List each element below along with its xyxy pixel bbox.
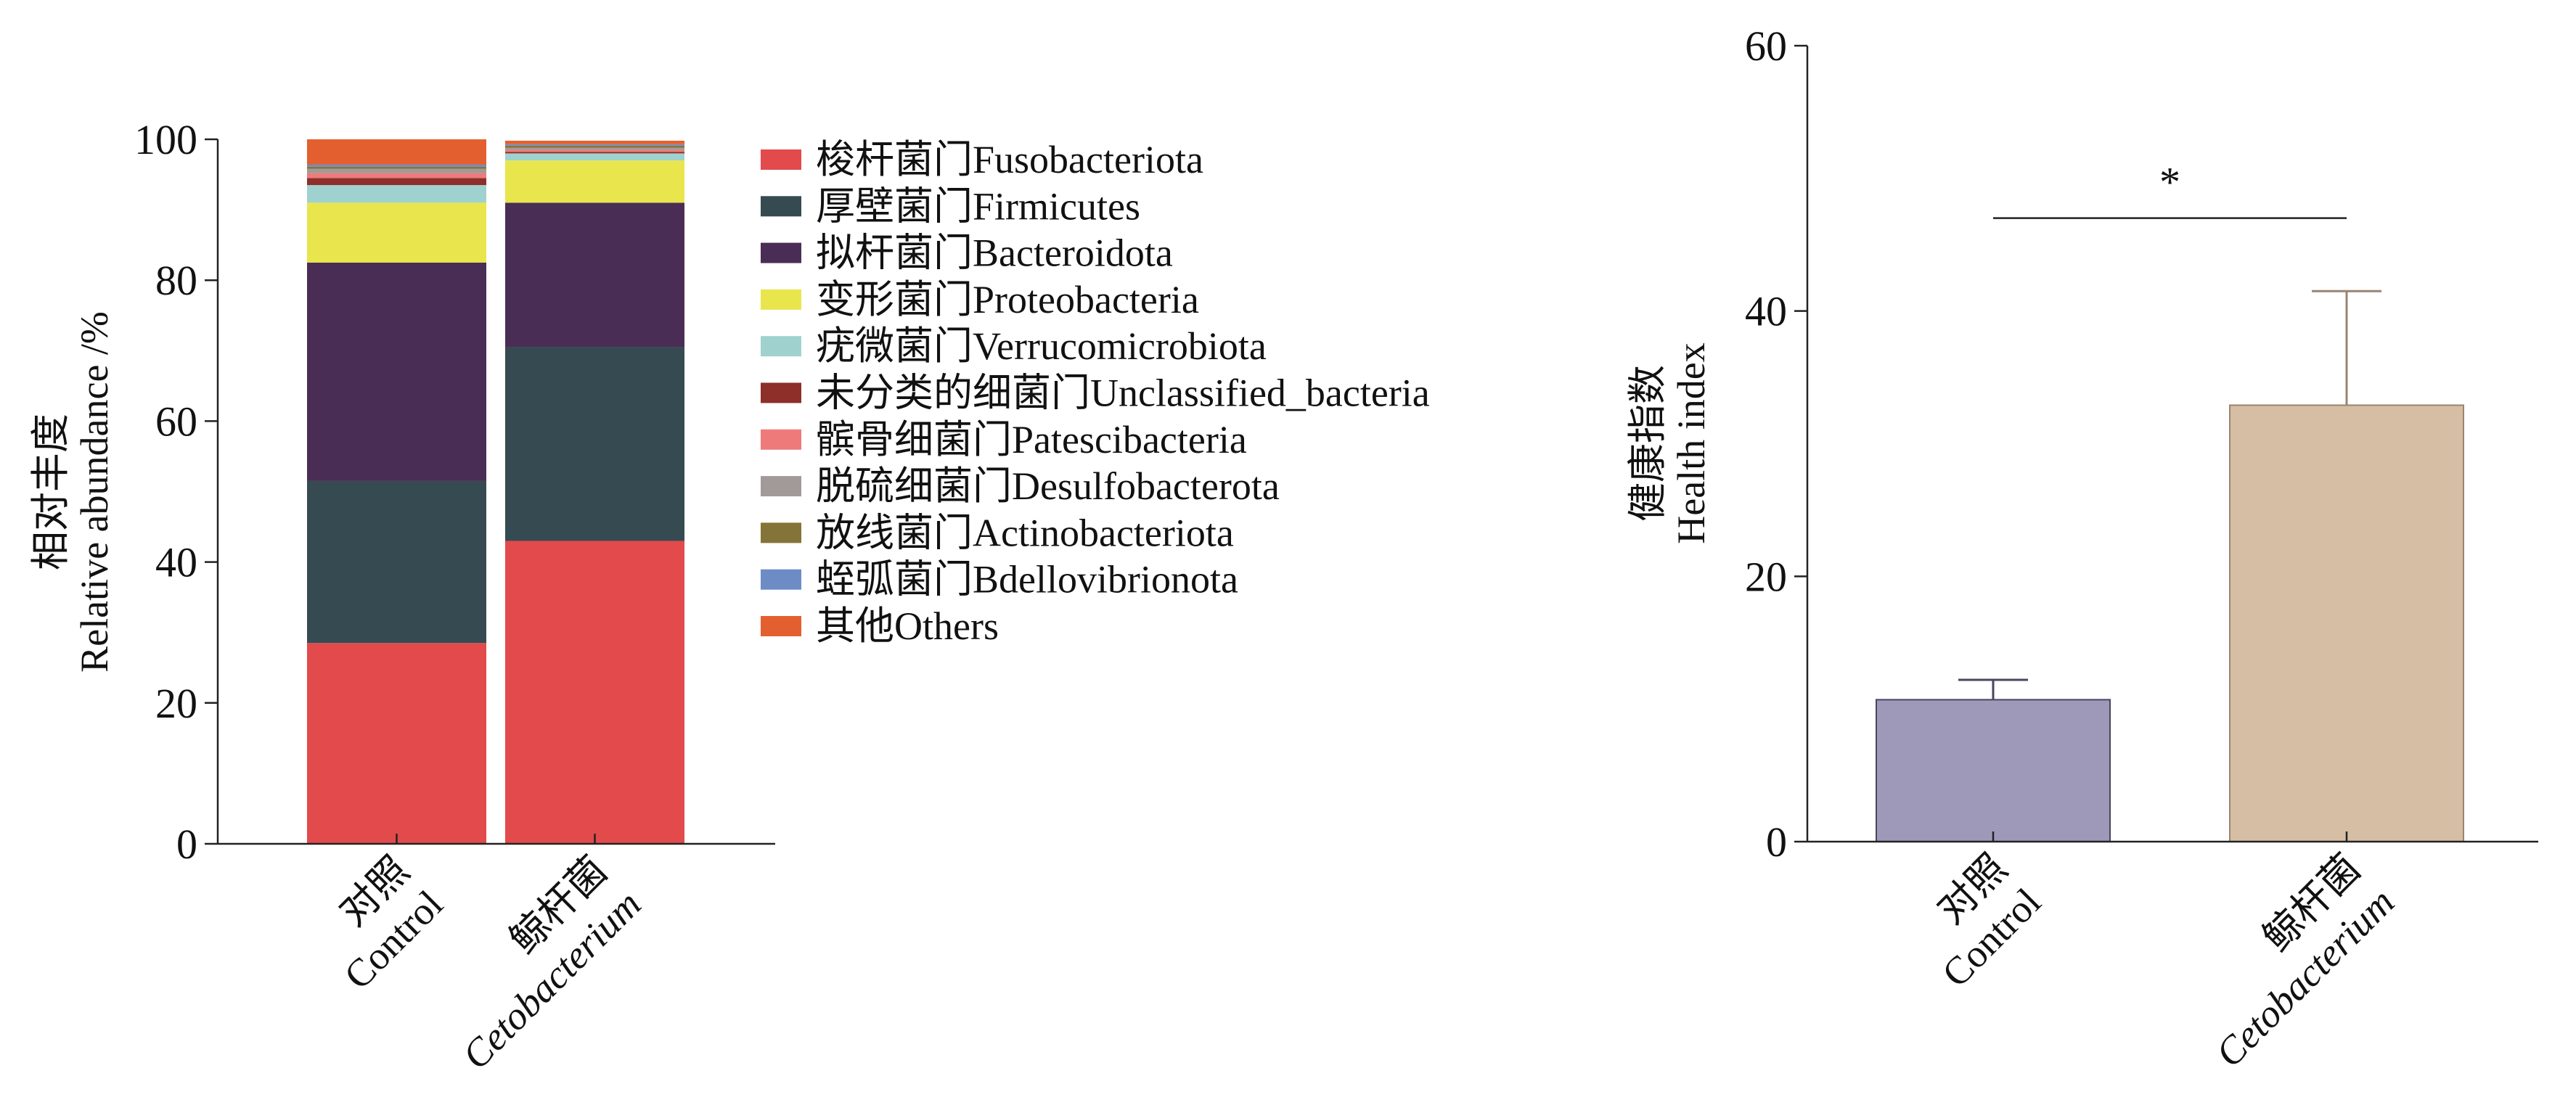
- health-bar: [1876, 699, 2111, 843]
- stack-segment: [307, 185, 486, 203]
- right-y-label-en: Health index: [1669, 342, 1713, 543]
- legend-swatch: [761, 522, 801, 543]
- legend-swatch: [761, 382, 801, 403]
- stack-segment: [307, 139, 486, 165]
- significance-label: *: [2159, 159, 2180, 206]
- legend: 梭杆菌门Fusobacteriota厚壁菌门Firmicutes拟杆菌门Bact…: [761, 138, 1430, 648]
- y-tick-label: 0: [1766, 818, 1787, 866]
- right-y-ticks: 0 20 40 60: [1745, 22, 1807, 866]
- stack-segment: [505, 347, 684, 541]
- health-bar: [2229, 404, 2464, 842]
- legend-label: 梭杆菌门Fusobacteriota: [816, 138, 1203, 181]
- y-tick-label: 20: [1745, 553, 1787, 600]
- significance-annotation: *: [1993, 159, 2347, 219]
- stack-segment: [505, 202, 684, 348]
- legend-swatch: [761, 336, 801, 357]
- stack-segment: [307, 262, 486, 481]
- stack-segment: [307, 166, 486, 169]
- legend-label: 厚壁菌门Firmicutes: [816, 184, 1140, 228]
- legend-label: 未分类的细菌门Unclassified_bacteria: [816, 371, 1430, 415]
- stack-segment: [505, 153, 684, 161]
- left-y-axis-label: 相对丰度 Relative abundance /%: [29, 311, 116, 673]
- legend-swatch: [761, 196, 801, 217]
- stack-segment: [505, 152, 684, 154]
- stack-segment: [307, 173, 486, 178]
- y-tick-label: 20: [155, 680, 197, 727]
- stack-segment: [505, 541, 684, 844]
- stack-segment: [505, 149, 684, 152]
- legend-label: 髌骨细菌门Patescibacteria: [816, 418, 1247, 461]
- legend-swatch: [761, 569, 801, 590]
- legend-label: 拟杆菌门Bacteroidota: [816, 231, 1173, 275]
- stack-segment: [307, 178, 486, 186]
- legend-swatch: [761, 242, 801, 263]
- stack-segment: [307, 168, 486, 173]
- y-tick-label: 100: [134, 116, 197, 163]
- right-y-axis-label: 健康指数 Health index: [1626, 342, 1713, 543]
- legend-label: 其他Others: [816, 604, 999, 648]
- y-tick-label: 40: [155, 539, 197, 586]
- stack-segment: [505, 147, 684, 150]
- y-tick-label: 60: [1745, 22, 1787, 70]
- y-tick-label: 60: [155, 398, 197, 445]
- left-y-label-cn: 相对丰度: [29, 414, 73, 570]
- stack-segment: [505, 160, 684, 203]
- legend-label: 变形菌门Proteobacteria: [816, 278, 1199, 321]
- stack-segment: [307, 480, 486, 644]
- legend-swatch: [761, 429, 801, 450]
- stack-segment: [307, 164, 486, 167]
- legend-label: 蛭弧菌门Bdellovibrionota: [816, 558, 1238, 601]
- y-tick-label: 0: [176, 821, 197, 868]
- stack-segment: [505, 140, 684, 144]
- left-y-label-en: Relative abundance /%: [73, 311, 116, 673]
- legend-label: 疣微菌门Verrucomicrobiota: [816, 324, 1267, 368]
- legend-swatch: [761, 616, 801, 636]
- stack-segment: [307, 202, 486, 263]
- stack-segment: [505, 145, 684, 148]
- legend-label: 放线菌门Actinobacteriota: [816, 511, 1234, 554]
- stack-segment: [307, 643, 486, 844]
- stacked-bars: [307, 139, 684, 844]
- legend-swatch: [761, 289, 801, 310]
- legend-label: 脱硫细菌门Desulfobacterota: [816, 464, 1280, 508]
- stack-segment: [505, 144, 684, 146]
- right-y-label-cn: 健康指数: [1626, 365, 1669, 522]
- health-bars: [1876, 289, 2464, 843]
- left-y-ticks: 0 20 40 60 80 100: [134, 116, 218, 868]
- y-tick-label: 40: [1745, 288, 1787, 335]
- y-tick-label: 80: [155, 257, 197, 304]
- legend-swatch: [761, 149, 801, 170]
- legend-swatch: [761, 476, 801, 497]
